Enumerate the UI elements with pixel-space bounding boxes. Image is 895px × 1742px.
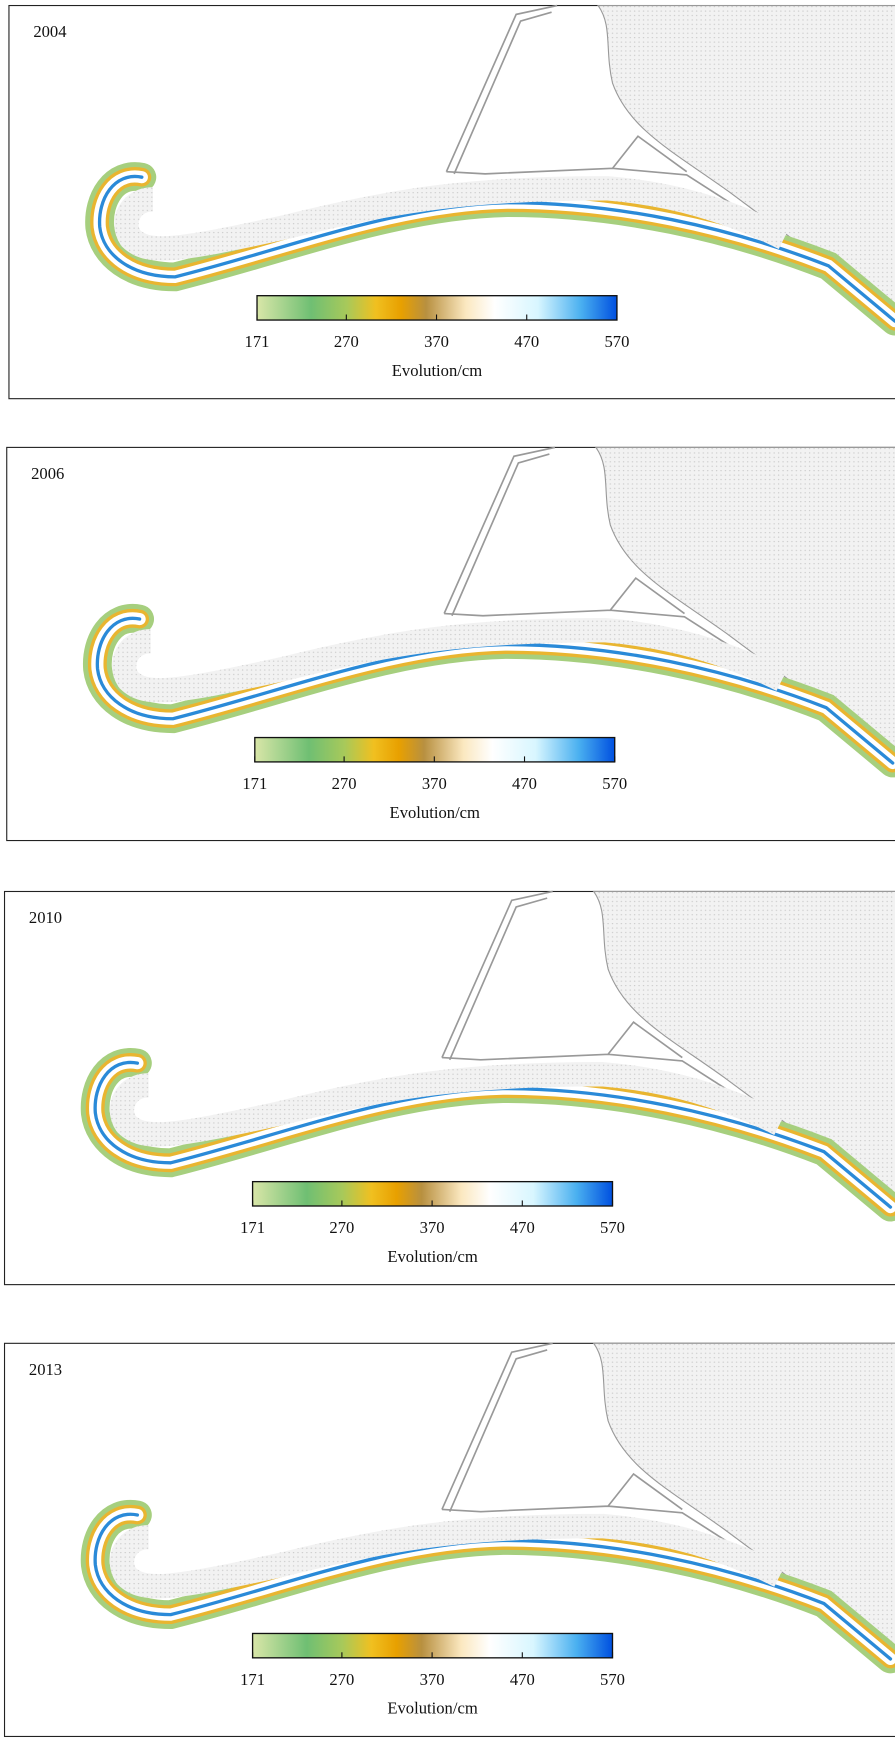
- colorbar-tick-label: 570: [600, 1218, 625, 1237]
- year-label: 2013: [29, 1360, 62, 1379]
- year-label: 2004: [33, 22, 67, 41]
- page: 2004171270370470570Evolution/cm 20061712…: [0, 0, 895, 1742]
- colorbar-tick-label: 171: [242, 774, 267, 793]
- panel: 2010 171 270 370 470 570 Evolution/cm: [5, 891, 895, 1284]
- panel: 2006 171 270 370 470 570 Evolution/cm: [7, 447, 895, 840]
- year-label: 2006: [31, 464, 64, 483]
- colorbar-tick-label: 570: [604, 332, 629, 351]
- colorbar-tick-label: 270: [329, 1218, 354, 1237]
- year-label: 2010: [29, 908, 62, 927]
- colorbar-title: Evolution/cm: [387, 1247, 477, 1266]
- colorbar-title: Evolution/cm: [387, 1699, 477, 1718]
- colorbar-tick-label: 370: [420, 1218, 445, 1237]
- colorbar-tick-label: 470: [514, 332, 539, 351]
- colorbar-tick-label: 171: [245, 332, 270, 351]
- colorbar-tick-label: 270: [332, 774, 357, 793]
- colorbar-tick-label: 270: [334, 332, 359, 351]
- colorbar-tick-label: 570: [602, 774, 627, 793]
- colorbar-tick-label: 470: [510, 1670, 535, 1689]
- colorbar-tick-label: 370: [424, 332, 449, 351]
- colorbar-tick-label: 470: [510, 1218, 535, 1237]
- colorbar-tick-label: 171: [240, 1218, 265, 1237]
- colorbar-title: Evolution/cm: [392, 361, 482, 380]
- colorbar-tick-label: 470: [512, 774, 537, 793]
- colorbar-tick-label: 270: [329, 1670, 354, 1689]
- colorbar-tick-label: 171: [240, 1670, 265, 1689]
- colorbar-tick-label: 370: [420, 1670, 445, 1689]
- panel: 2013 171 270 370 470 570 Evolution/cm: [5, 1343, 895, 1736]
- colorbar-tick-label: 570: [600, 1670, 625, 1689]
- figure: 2004171270370470570Evolution/cm 20061712…: [0, 0, 895, 1742]
- colorbar-tick-label: 370: [422, 774, 447, 793]
- colorbar-title: Evolution/cm: [390, 803, 480, 822]
- panel: 2004 171 270 370 470 570 Evolution/cm: [9, 6, 895, 399]
